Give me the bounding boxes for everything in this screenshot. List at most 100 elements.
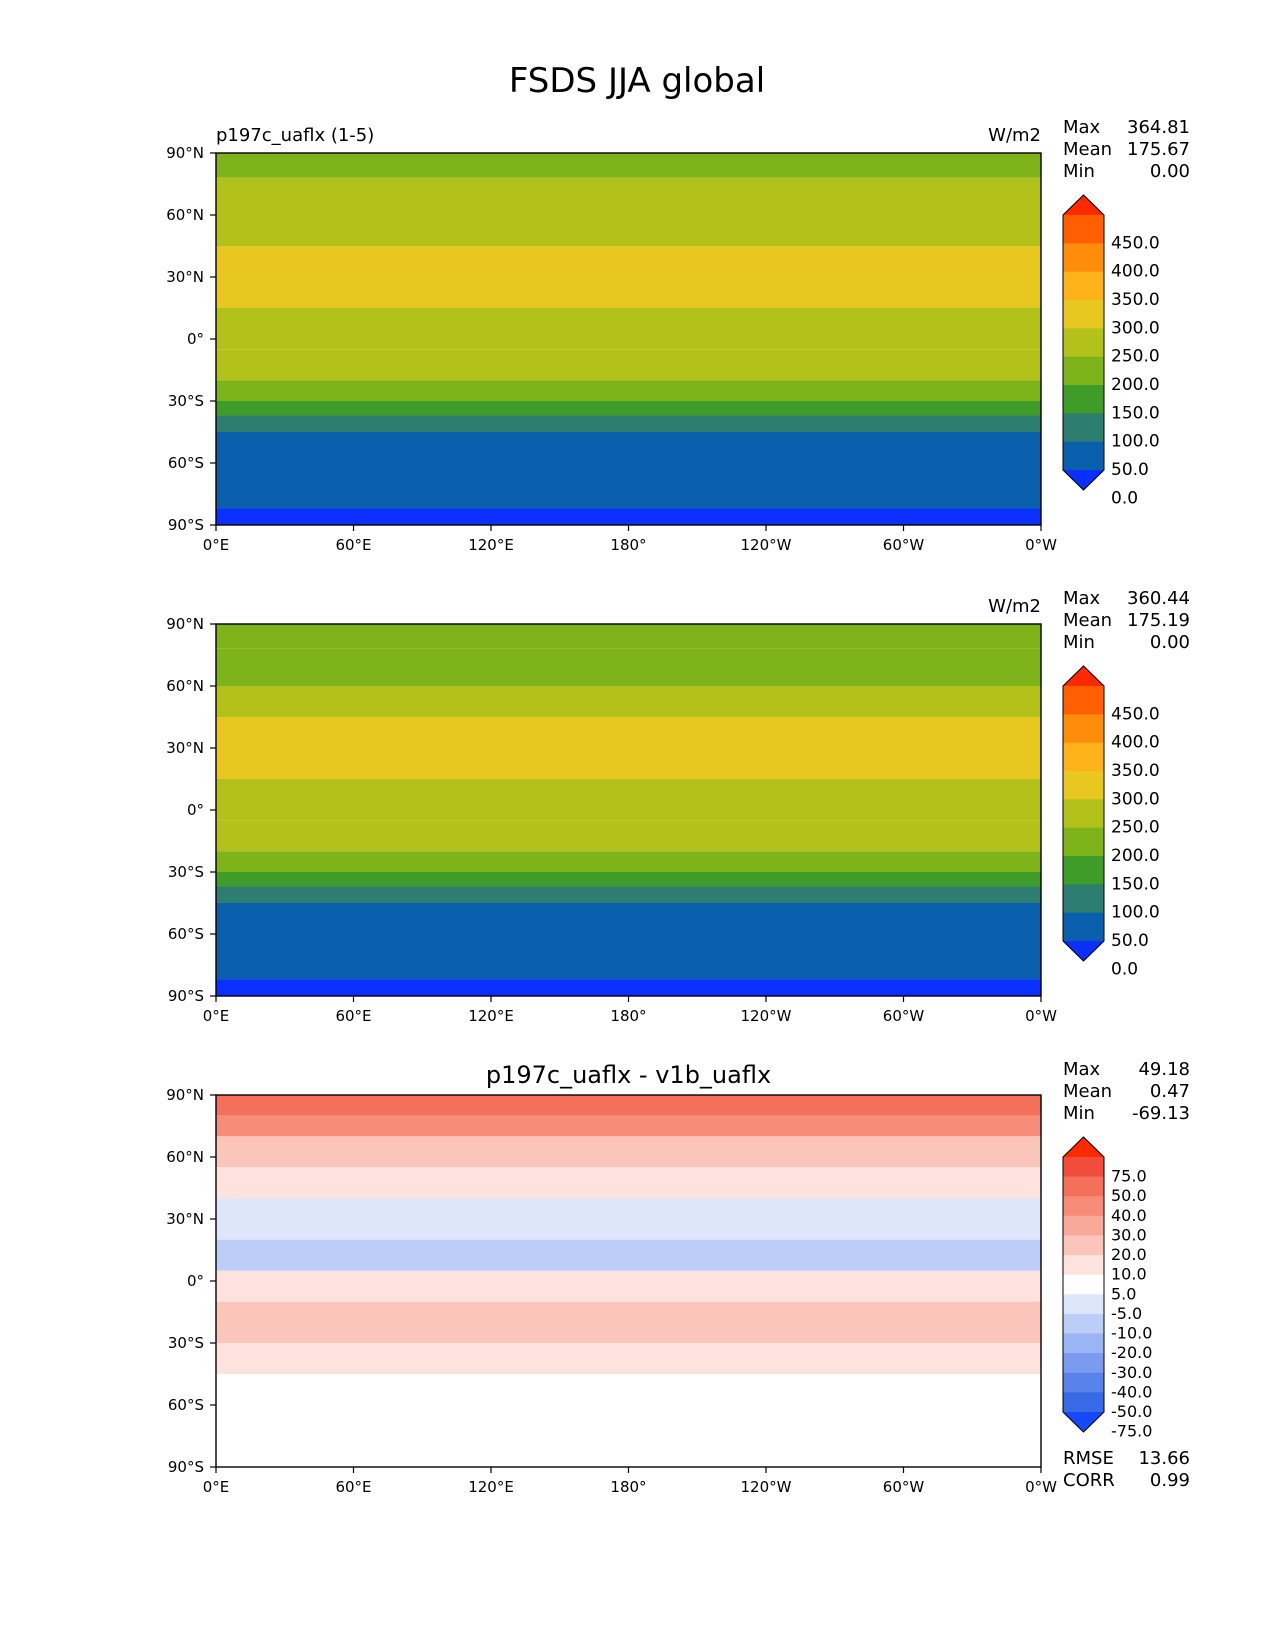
colorbar-tick-label: -10.0 [1111,1324,1152,1343]
colorbar-swatch [1063,413,1104,443]
panels-group: p197c_uaflx (1-5) W/m2 90°N 60°N 30°N 0° 30°S 6… [166,117,1190,1496]
colorbar-tick-label: 450.0 [1111,233,1160,253]
corr-label: CORR [1063,1470,1115,1491]
y-tick-label: 90°N [166,1086,204,1104]
colorbar-tick-label: 40.0 [1111,1206,1147,1225]
colorbar-tick-label: 50.0 [1111,460,1149,480]
y-tick-label: 90°S [168,987,204,1005]
zonal-band [216,1167,1041,1199]
y-tick-label: 90°S [168,1458,204,1476]
x-tick-label: 60°E [335,536,371,554]
y-tick-label: 90°N [166,615,204,633]
stat-label: Min [1063,161,1095,182]
zonal-band [216,215,1041,246]
colorbar-outline [1062,194,1105,491]
x-tick-label: 180° [610,1478,646,1496]
stat-label: Min [1063,632,1095,653]
zonal-band [216,246,1041,308]
stat-value: 49.18 [1138,1059,1190,1080]
colorbar-tick-label: 400.0 [1111,262,1160,282]
colorbar-tick-label: 300.0 [1111,318,1160,338]
x-tick-label: 0°E [203,536,230,554]
colorbar: 450.0 400.0 350.0 300.0 250.0 200.0 150.0 100.0… [1062,665,1160,979]
zonal-band [216,508,1041,525]
zonal-band [216,872,1041,887]
colorbar-extend-min [1063,1412,1104,1432]
x-tick-label: 120°E [468,536,514,554]
colorbar-swatch [1063,771,1104,800]
zonal-band [216,1136,1041,1168]
stat-label: Mean [1063,610,1112,631]
x-tick-label: 0°W [1025,536,1057,554]
colorbar-tick-label: 450.0 [1111,704,1160,724]
colorbar-swatch [1063,1333,1104,1354]
zonal-band [216,1270,1041,1302]
colorbar-swatch [1063,1353,1104,1374]
zonal-band [216,1343,1041,1374]
colorbar-tick-label: 0.0 [1111,488,1138,508]
zonal-band [216,308,1041,350]
colorbar-tick-label: 10.0 [1111,1265,1147,1284]
y-tick-label: 30°N [166,268,204,286]
colorbar-tick-label: 150.0 [1111,403,1160,423]
colorbar-extend-min [1063,470,1104,490]
zonal-band [216,1115,1041,1137]
x-tick-label: 0°E [203,1007,230,1025]
zonal-band [216,349,1041,381]
colorbar-tick-label: 250.0 [1111,347,1160,367]
colorbar-tick-label: 50.0 [1111,1186,1147,1205]
stat-value: 0.47 [1150,1081,1190,1102]
colorbar-extend-max [1063,195,1104,215]
zonal-band [216,153,1041,178]
colorbar-tick-label: 100.0 [1111,903,1160,923]
colorbar-swatch [1063,1235,1104,1256]
y-tick-label: 60°S [168,454,204,472]
stat-value: 175.19 [1127,610,1190,631]
colorbar-tick-label: -75.0 [1111,1422,1152,1441]
colorbar-tick-label: 30.0 [1111,1225,1147,1244]
colorbar-tick-label: -20.0 [1111,1343,1152,1362]
y-tick-label: 60°N [166,206,204,224]
colorbar: 75.050.040.030.020.010.05.0-5.0-10.0-20.… [1062,1136,1152,1441]
colorbar-tick-label: -50.0 [1111,1402,1152,1421]
colorbar-tick-label: 5.0 [1111,1284,1136,1303]
stat-value: 175.67 [1127,139,1190,160]
x-tick-label: 120°E [468,1478,514,1496]
zonal-band [216,779,1041,821]
panel-reference: W/m2 90°N 60°N 30°N 0° 30°S 60°S 90°S 0°E 60°E 120… [166,588,1190,1025]
y-tick-label: 60°S [168,1396,204,1414]
colorbar-tick-label: 350.0 [1111,290,1160,310]
colorbar-swatch [1063,686,1104,715]
corr-value: 0.99 [1150,1470,1190,1491]
zonal-band [216,1374,1041,1467]
colorbar-swatch [1063,1196,1104,1217]
colorbar-swatch [1063,1372,1104,1393]
panel-test: p197c_uaflx (1-5) W/m2 90°N 60°N 30°N 0° 30°S 6… [166,117,1190,554]
x-tick-label: 60°W [883,1007,925,1025]
colorbar-swatch [1063,714,1104,744]
colorbar-tick-label: 250.0 [1111,818,1160,838]
colorbar-extend-max [1063,666,1104,686]
y-tick-label: 90°S [168,516,204,534]
colorbar-swatch [1063,356,1104,386]
colorbar-tick-label: 0.0 [1111,959,1138,979]
colorbar-swatch [1063,1294,1104,1315]
stat-label: Mean [1063,1081,1112,1102]
colorbar-outline [1062,1136,1105,1433]
y-tick-label: 60°S [168,925,204,943]
x-tick-label: 120°W [741,1478,792,1496]
y-tick-label: 0° [187,330,204,348]
y-tick-label: 30°S [168,863,204,881]
y-tick-label: 90°N [166,144,204,162]
stat-value: 360.44 [1127,588,1190,609]
x-tick-label: 180° [610,536,646,554]
zonal-band [216,686,1041,717]
stat-label: Mean [1063,139,1112,160]
colorbar-tick-label: 400.0 [1111,733,1160,753]
zonal-band [216,380,1041,401]
zonal-band [216,820,1041,852]
y-tick-label: 30°N [166,1210,204,1228]
colorbar-tick-label: -40.0 [1111,1382,1152,1401]
zonal-band [216,624,1041,649]
colorbar-swatch [1063,884,1104,914]
